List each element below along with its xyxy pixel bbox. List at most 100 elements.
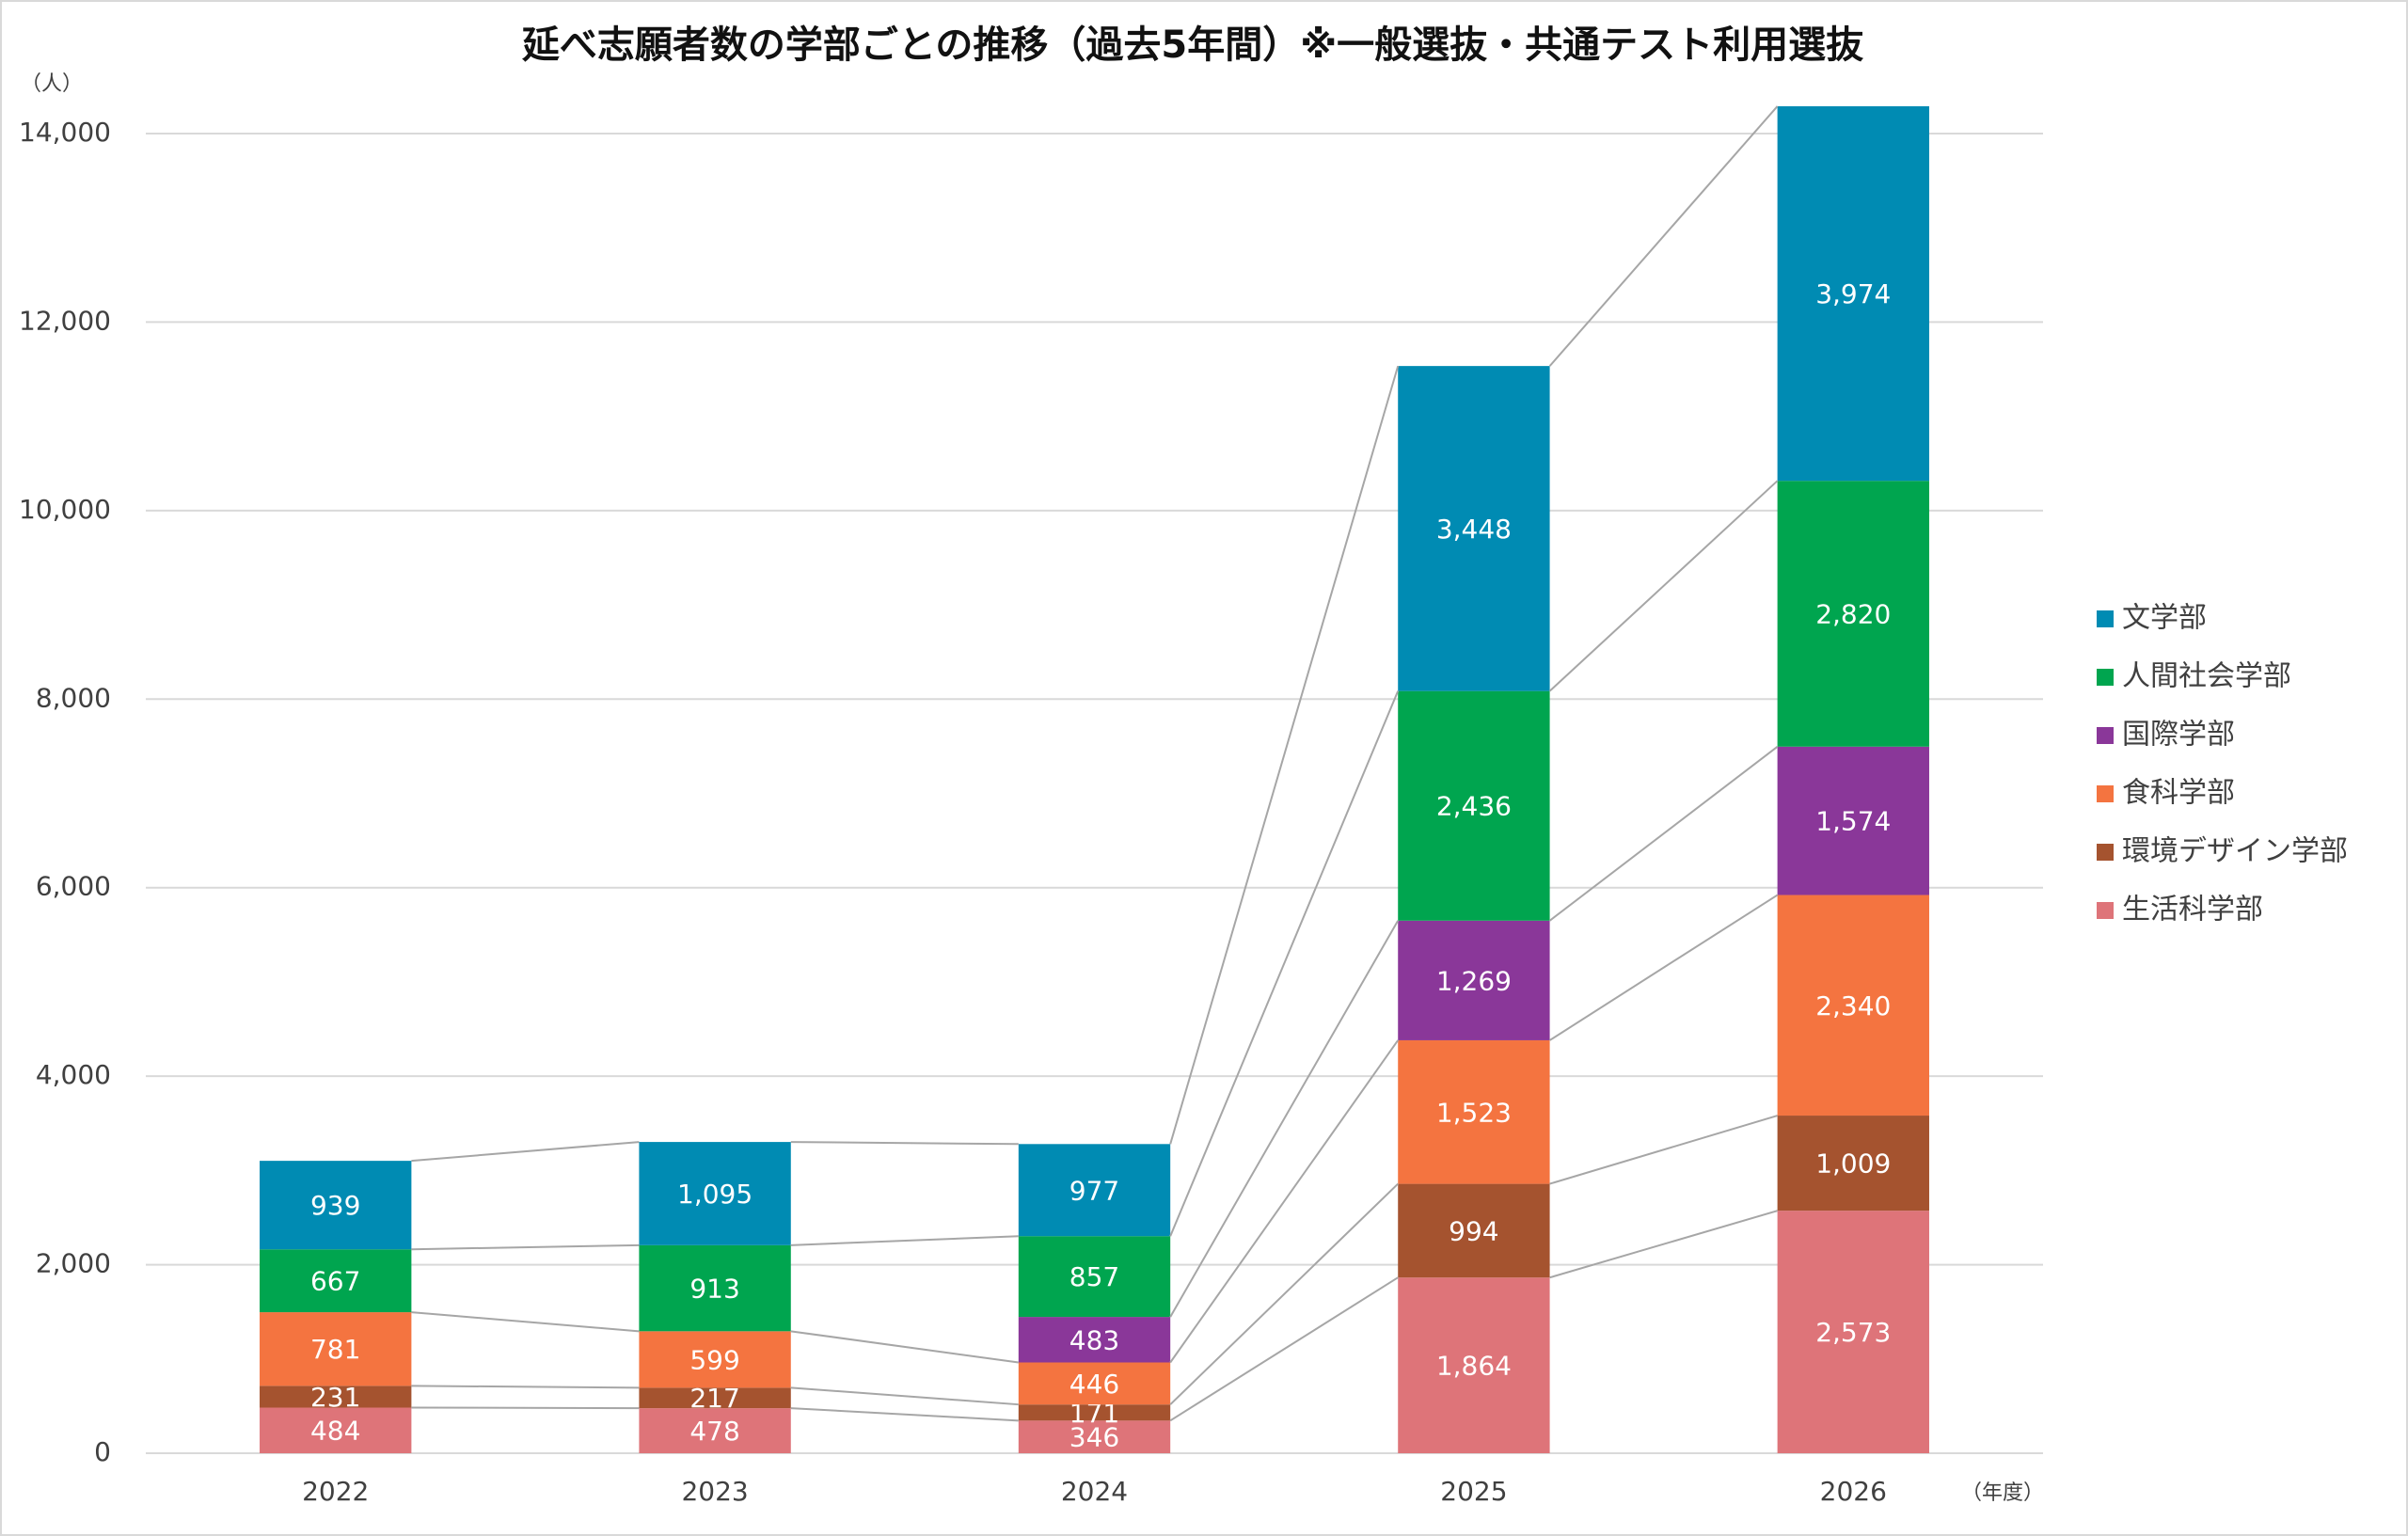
- bar-segment: [260, 1161, 412, 1250]
- value-label: 994: [1449, 1215, 1498, 1246]
- value-label: 484: [310, 1416, 360, 1447]
- bar-segment: [1777, 1116, 1929, 1211]
- bar-segment: [260, 1249, 412, 1313]
- bar-segment: [1398, 920, 1550, 1040]
- value-label: 2,436: [1436, 791, 1512, 822]
- bar-segment: [639, 1331, 791, 1388]
- y-tick-label: 2,000: [36, 1248, 111, 1279]
- series-connector: [411, 1385, 640, 1389]
- value-label: 1,523: [1436, 1097, 1512, 1128]
- value-label: 217: [689, 1383, 739, 1414]
- legend-swatch: [2097, 727, 2114, 744]
- series-connector: [1548, 745, 1779, 922]
- x-tick-label: 2025: [1440, 1476, 1507, 1507]
- legend-label: 生活科学部: [2122, 894, 2263, 926]
- series-connector: [411, 1141, 640, 1163]
- legend-swatch: [2097, 669, 2114, 686]
- legend-label: 人間社会学部: [2122, 660, 2291, 693]
- bar-segment: [1018, 1404, 1171, 1421]
- bar-segment: [1777, 105, 1929, 482]
- value-label: 3,974: [1815, 278, 1891, 309]
- bar-segment: [1018, 1144, 1171, 1237]
- bar-segment: [1398, 1183, 1550, 1278]
- value-label: 2,340: [1815, 990, 1891, 1021]
- chart-title: 延べ志願者数の学部ごとの推移（過去5年間）※一般選抜・共通テスト利用選抜: [522, 24, 1863, 67]
- value-label: 346: [1069, 1422, 1119, 1453]
- value-label: 913: [689, 1274, 739, 1305]
- series-connector: [1549, 1210, 1778, 1279]
- bar-segment: [1018, 1317, 1171, 1363]
- series-connector: [411, 1243, 640, 1251]
- value-label: 2,820: [1815, 598, 1891, 629]
- value-label: 2,573: [1815, 1317, 1891, 1348]
- value-label: 1,269: [1436, 965, 1512, 996]
- series-connector: [1169, 1182, 1399, 1405]
- legend-label: 食科学部: [2122, 777, 2235, 810]
- bar-segment: [639, 1387, 791, 1409]
- value-label: 599: [689, 1344, 739, 1375]
- value-label: 1,009: [1815, 1148, 1891, 1180]
- bar-segment: [1398, 690, 1550, 921]
- bar-segment: [260, 1386, 412, 1408]
- series-connector: [1169, 1039, 1400, 1364]
- x-tick-label: 2026: [1820, 1476, 1887, 1507]
- y-tick-label: 0: [94, 1436, 111, 1467]
- bar-segment: [1777, 481, 1929, 747]
- legend-swatch: [2097, 610, 2114, 627]
- series-connector: [1549, 894, 1779, 1041]
- bar-segment: [1777, 746, 1929, 895]
- bar-segment: [1018, 1236, 1171, 1318]
- x-tick-label: 2022: [302, 1476, 369, 1507]
- bar-segment: [639, 1408, 791, 1453]
- y-tick-label: 14,000: [19, 117, 111, 148]
- bar-segment: [1018, 1420, 1171, 1453]
- series-connector: [790, 1386, 1019, 1406]
- value-label: 231: [310, 1382, 360, 1413]
- x-axis-unit: （年度）: [1961, 1481, 2044, 1505]
- value-label: 446: [1069, 1369, 1119, 1400]
- legend-label: 国際学部: [2122, 719, 2235, 752]
- value-label: 939: [310, 1190, 360, 1221]
- series-connector: [1548, 105, 1779, 367]
- value-label: 3,448: [1436, 514, 1512, 545]
- legend-swatch: [2097, 844, 2114, 861]
- y-tick-label: 12,000: [19, 305, 111, 336]
- x-tick-label: 2023: [681, 1476, 748, 1507]
- series-connector: [790, 1235, 1019, 1246]
- series-connector: [1549, 1115, 1778, 1185]
- value-label: 667: [310, 1266, 360, 1297]
- bar-segment: [1398, 1039, 1550, 1184]
- value-label: 483: [1069, 1324, 1119, 1355]
- bar-segment: [1018, 1362, 1171, 1405]
- legend-swatch: [2097, 902, 2114, 919]
- legend-swatch: [2097, 785, 2114, 802]
- series-connector: [1169, 1276, 1399, 1422]
- y-tick-label: 4,000: [36, 1059, 111, 1090]
- bar-segment: [639, 1142, 791, 1245]
- y-axis-unit: （人）: [21, 72, 83, 96]
- y-tick-label: 10,000: [19, 494, 111, 525]
- series-connector: [1169, 920, 1400, 1318]
- series-connector: [1169, 690, 1400, 1237]
- bar-segment: [1777, 1211, 1929, 1453]
- bar-segment: [639, 1244, 791, 1332]
- series-connector: [790, 1141, 1019, 1146]
- legend-label: 環境デザイン学部: [2122, 835, 2348, 868]
- y-tick-label: 6,000: [36, 871, 111, 902]
- bar-segment: [1777, 895, 1929, 1116]
- bar-segment: [1398, 1277, 1550, 1453]
- value-label: 478: [689, 1416, 739, 1447]
- value-label: 857: [1069, 1261, 1119, 1292]
- series-connector: [411, 1311, 640, 1333]
- value-label: 977: [1069, 1175, 1119, 1206]
- value-label: 781: [310, 1334, 360, 1365]
- series-connector: [1548, 480, 1779, 692]
- series-connector: [790, 1407, 1019, 1422]
- value-label: 1,864: [1436, 1351, 1512, 1382]
- bar-segment: [260, 1312, 412, 1386]
- x-tick-label: 2024: [1061, 1476, 1128, 1507]
- value-label: 1,574: [1815, 806, 1891, 837]
- series-connector: [1169, 365, 1400, 1145]
- bar-segment: [1398, 366, 1550, 691]
